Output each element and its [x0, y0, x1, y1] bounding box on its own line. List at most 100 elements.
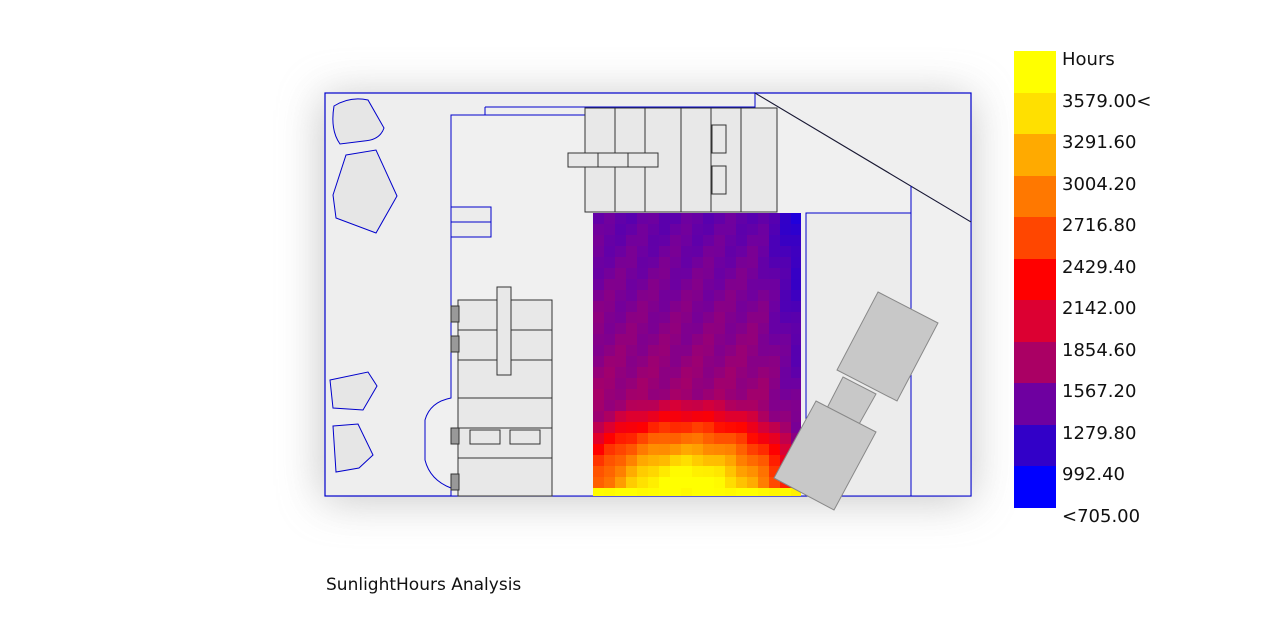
heatmap-cell — [659, 378, 670, 389]
heatmap-cell — [659, 488, 670, 496]
heatmap-cell — [681, 444, 692, 455]
heatmap-cell — [725, 455, 736, 466]
heatmap-cell — [714, 488, 725, 496]
heatmap-cell — [736, 213, 747, 224]
heatmap-cell — [637, 400, 648, 411]
heatmap-cell — [791, 323, 801, 334]
heatmap-cell — [659, 411, 670, 422]
heatmap-cell — [780, 301, 791, 312]
heatmap-cell — [725, 323, 736, 334]
heatmap-cell — [659, 466, 670, 477]
heatmap-cell — [780, 224, 791, 235]
heatmap-cell — [637, 279, 648, 290]
heatmap-cell — [769, 466, 780, 477]
heatmap-cell — [703, 389, 714, 400]
heatmap-cell — [615, 235, 626, 246]
heatmap-cell — [637, 477, 648, 488]
heatmap-cell — [714, 290, 725, 301]
heatmap-cell — [626, 389, 637, 400]
heatmap-cell — [692, 433, 703, 444]
heatmap-cell — [593, 477, 604, 488]
heatmap-cell — [604, 356, 615, 367]
heatmap-cell — [758, 279, 769, 290]
heatmap-cell — [659, 444, 670, 455]
heatmap-cell — [648, 301, 659, 312]
heatmap-cell — [637, 224, 648, 235]
heatmap-cell — [780, 334, 791, 345]
heatmap-cell — [648, 400, 659, 411]
heatmap-cell — [604, 433, 615, 444]
heatmap-cell — [791, 400, 801, 411]
heatmap-cell — [769, 444, 780, 455]
heatmap-cell — [736, 367, 747, 378]
heatmap-cell — [758, 488, 769, 496]
heatmap-cell — [670, 301, 681, 312]
heatmap-cell — [692, 301, 703, 312]
heatmap-cell — [736, 444, 747, 455]
heatmap-cell — [769, 279, 780, 290]
heatmap-cell — [780, 323, 791, 334]
heatmap-cell — [681, 279, 692, 290]
heatmap-cell — [769, 301, 780, 312]
heatmap-cell — [681, 290, 692, 301]
heatmap-cell — [593, 367, 604, 378]
heatmap-cell — [791, 422, 801, 433]
heatmap-cell — [670, 488, 681, 496]
heatmap-cell — [659, 389, 670, 400]
heatmap-cell — [659, 268, 670, 279]
heatmap-cell — [626, 213, 637, 224]
heatmap-cell — [648, 257, 659, 268]
heatmap-cell — [758, 268, 769, 279]
heatmap-cell — [703, 422, 714, 433]
heatmap-cell — [769, 400, 780, 411]
heatmap-cell — [703, 323, 714, 334]
heatmap-cell — [725, 488, 736, 496]
heatmap-cell — [736, 466, 747, 477]
heatmap-cell — [593, 444, 604, 455]
heatmap-cell — [758, 257, 769, 268]
heatmap-cell — [681, 356, 692, 367]
heatmap-cell — [725, 235, 736, 246]
heatmap-cell — [637, 334, 648, 345]
heatmap-cell — [747, 334, 758, 345]
heatmap-cell — [714, 246, 725, 257]
heatmap-cell — [604, 334, 615, 345]
heatmap-cell — [648, 279, 659, 290]
heatmap-cell — [681, 323, 692, 334]
heatmap-cell — [670, 268, 681, 279]
heatmap-cell — [714, 444, 725, 455]
heatmap-cell — [791, 246, 801, 257]
heatmap-cell — [725, 279, 736, 290]
heatmap-cell — [659, 334, 670, 345]
heatmap-cell — [692, 466, 703, 477]
heatmap-cell — [769, 367, 780, 378]
heatmap-cell — [648, 224, 659, 235]
heatmap-cell — [714, 345, 725, 356]
rock-blob — [329, 371, 378, 411]
heatmap-cell — [670, 224, 681, 235]
heatmap-cell — [747, 422, 758, 433]
heatmap-cell — [747, 301, 758, 312]
heatmap-cell — [780, 356, 791, 367]
heatmap-cell — [692, 477, 703, 488]
heatmap-cell — [703, 334, 714, 345]
heatmap-cell — [626, 345, 637, 356]
heatmap-cell — [637, 312, 648, 323]
heatmap-cell — [714, 279, 725, 290]
heatmap-cell — [659, 312, 670, 323]
heatmap-cell — [703, 224, 714, 235]
heatmap-cell — [736, 455, 747, 466]
heatmap-cell — [681, 345, 692, 356]
heatmap-cell — [604, 389, 615, 400]
top-building — [567, 107, 778, 213]
heatmap-cell — [637, 466, 648, 477]
heatmap-cell — [769, 323, 780, 334]
legend-label: 2429.40 — [1062, 256, 1137, 278]
heatmap-cell — [593, 246, 604, 257]
heatmap-cell — [604, 224, 615, 235]
heatmap-cell — [747, 367, 758, 378]
heatmap-cell — [670, 323, 681, 334]
heatmap-cell — [780, 400, 791, 411]
heatmap-cell — [692, 246, 703, 257]
heatmap-cell — [670, 378, 681, 389]
